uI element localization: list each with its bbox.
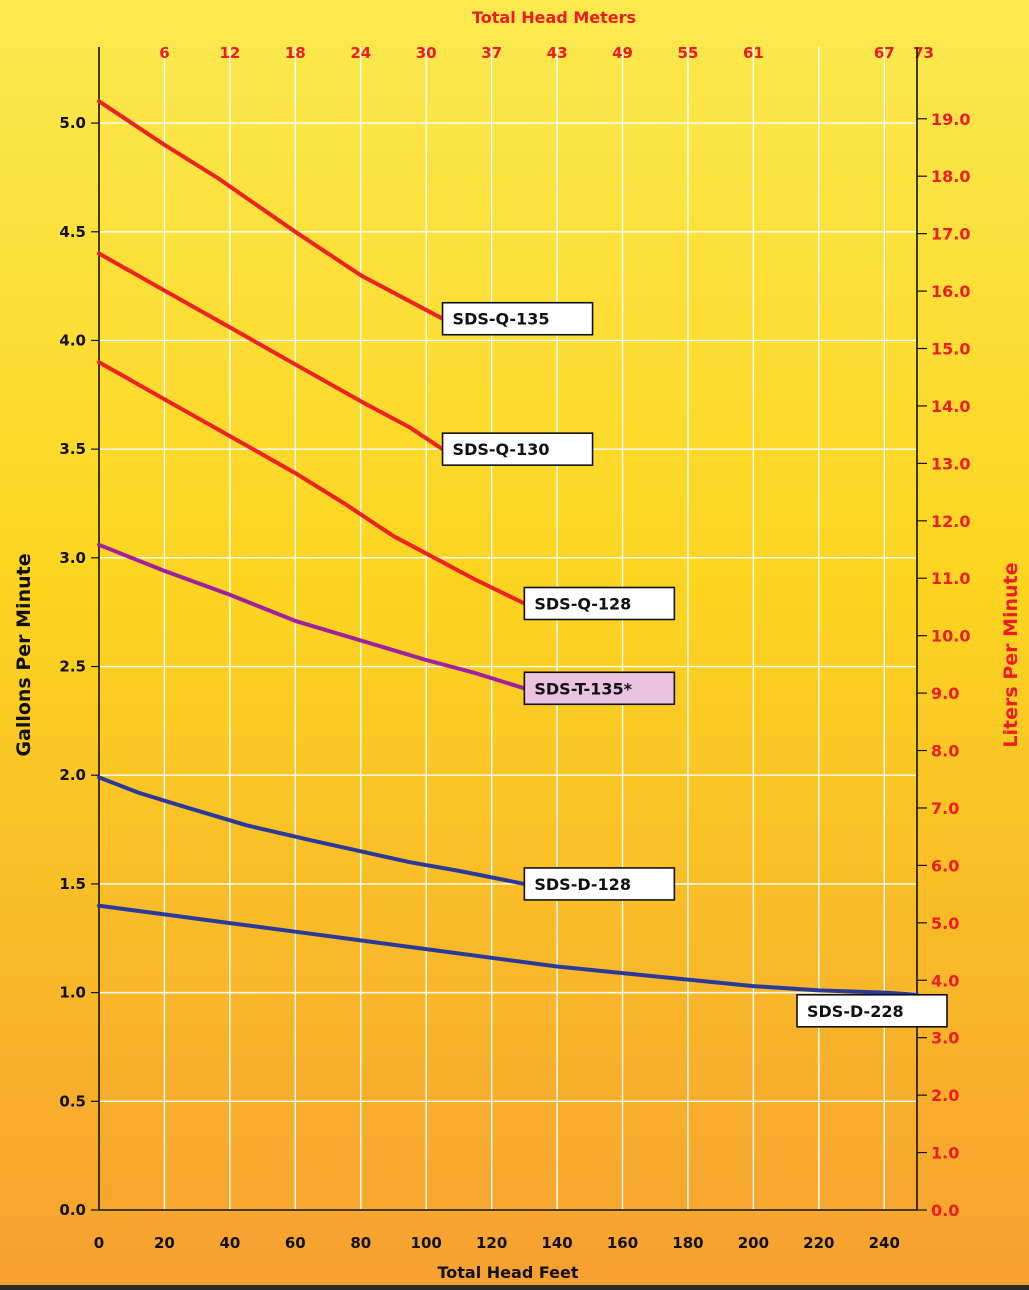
right-tick-label: 7.0 — [931, 799, 959, 818]
x-tick-label: 80 — [350, 1234, 371, 1252]
top-tick-label: 37 — [481, 44, 502, 62]
right-tick-label: 15.0 — [931, 340, 970, 359]
right-tick-label: 9.0 — [931, 684, 959, 703]
right-axis-title: Liters Per Minute — [1000, 562, 1022, 747]
y-tick-label: 4.0 — [59, 331, 86, 349]
top-tick-label: 55 — [678, 44, 699, 62]
y-tick-label: 0.0 — [59, 1201, 86, 1219]
top-axis-title: Total Head Meters — [472, 8, 636, 27]
y-tick-label: 3.5 — [59, 440, 86, 458]
y-tick-label: 4.5 — [59, 223, 86, 241]
top-tick-label: 6 — [159, 44, 169, 62]
x-tick-label: 120 — [476, 1234, 507, 1252]
right-tick-label: 4.0 — [931, 971, 959, 990]
x-axis-title: Total Head Feet — [438, 1263, 579, 1282]
right-tick-label: 8.0 — [931, 742, 959, 761]
y-tick-label: 3.0 — [59, 549, 86, 567]
right-tick-label: 6.0 — [931, 856, 959, 875]
series-tag-label-sds-d-228: SDS-D-228 — [807, 1002, 904, 1021]
x-tick-label: 0 — [94, 1234, 104, 1252]
top-tick-label: 30 — [416, 44, 437, 62]
right-tick-label: 19.0 — [931, 110, 970, 129]
y-tick-label: 1.0 — [59, 984, 86, 1002]
x-tick-label: 220 — [803, 1234, 834, 1252]
right-tick-label: 11.0 — [931, 569, 970, 588]
y-tick-label: 1.5 — [59, 875, 86, 893]
series-tag-label-sds-d-128: SDS-D-128 — [534, 875, 631, 894]
x-tick-label: 20 — [154, 1234, 175, 1252]
right-tick-label: 3.0 — [931, 1029, 959, 1048]
right-tick-label: 18.0 — [931, 167, 970, 186]
series-tag-label-sds-t-135: SDS-T-135* — [534, 679, 632, 698]
right-tick-label: 1.0 — [931, 1144, 959, 1163]
series-tag-label-sds-q-128: SDS-Q-128 — [534, 595, 631, 614]
top-tick-label: 18 — [285, 44, 306, 62]
top-tick-label: 67 — [874, 44, 895, 62]
y-tick-label: 5.0 — [59, 114, 86, 132]
top-tick-label: 49 — [612, 44, 633, 62]
right-tick-label: 17.0 — [931, 225, 970, 244]
right-tick-label: 10.0 — [931, 627, 970, 646]
x-tick-label: 240 — [869, 1234, 900, 1252]
top-tick-label: 43 — [547, 44, 568, 62]
right-tick-label: 2.0 — [931, 1086, 959, 1105]
x-tick-label: 180 — [672, 1234, 703, 1252]
top-tick-label: 24 — [350, 44, 371, 62]
x-tick-label: 100 — [411, 1234, 442, 1252]
right-tick-label: 14.0 — [931, 397, 970, 416]
x-tick-label: 160 — [607, 1234, 638, 1252]
top-tick-label: 61 — [743, 44, 764, 62]
x-tick-label: 200 — [738, 1234, 769, 1252]
y-axis-title: Gallons Per Minute — [13, 553, 35, 756]
x-tick-label: 60 — [285, 1234, 306, 1252]
y-tick-label: 0.5 — [59, 1092, 86, 1110]
right-tick-label: 0.0 — [931, 1201, 959, 1220]
right-tick-label: 13.0 — [931, 454, 970, 473]
right-tick-label: 16.0 — [931, 282, 970, 301]
top-tick-label: 12 — [219, 44, 240, 62]
series-tag-label-sds-q-135: SDS-Q-135 — [453, 310, 550, 329]
x-tick-label: 40 — [219, 1234, 240, 1252]
y-tick-label: 2.5 — [59, 658, 86, 676]
right-tick-label: 5.0 — [931, 914, 959, 933]
x-tick-label: 140 — [541, 1234, 572, 1252]
series-tag-label-sds-q-130: SDS-Q-130 — [453, 440, 550, 459]
right-tick-label: 12.0 — [931, 512, 970, 531]
y-tick-label: 2.0 — [59, 766, 86, 784]
